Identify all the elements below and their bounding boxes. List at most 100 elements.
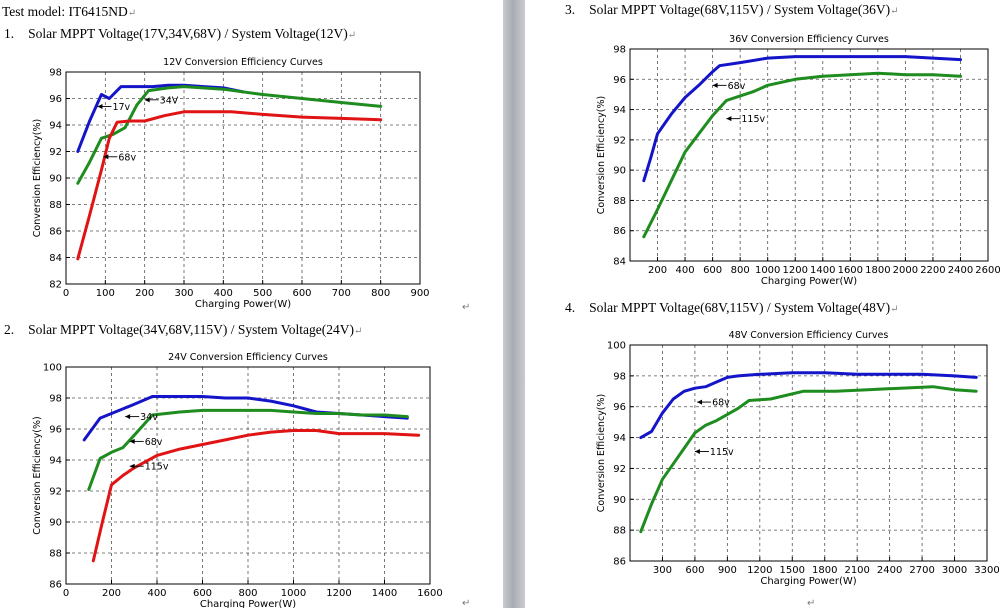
x-tick-label: 1400: [372, 588, 397, 599]
x-tick-label: 2600: [975, 265, 1000, 276]
annotation-arrowhead: [144, 97, 150, 103]
plot-frame: [629, 344, 988, 562]
section-number: 4.: [565, 300, 576, 315]
y-tick-label: 84: [613, 257, 626, 268]
x-tick-label: 2200: [920, 265, 945, 276]
section-heading-2: 2. Solar MPPT Voltage(34V,68V,115V) / Sys…: [4, 322, 362, 338]
y-tick-label: 86: [613, 226, 626, 237]
annotation: 115v: [129, 462, 169, 473]
y-axis-label: Conversion Efficiency(%): [596, 96, 607, 214]
series-line: [76, 85, 383, 185]
y-tick-label: 86: [613, 557, 626, 568]
y-tick-label: 98: [613, 45, 626, 56]
x-tick-label: 1800: [865, 265, 890, 276]
section-heading-1: 1. Solar MPPT Voltage(17V,34V,68V) / Syst…: [4, 26, 356, 42]
y-tick-label: 92: [49, 147, 62, 158]
x-tick-label: 600: [703, 265, 722, 276]
section-heading-text: Solar MPPT Voltage(17V,34V,68V) / System…: [28, 26, 348, 41]
y-tick-label: 86: [49, 227, 62, 238]
annotation: 34V: [144, 95, 179, 106]
document-page-right: 3. Solar MPPT Voltage(68V,115V) / System …: [525, 0, 1000, 608]
x-tick-label: 1000: [755, 265, 780, 276]
paragraph-mark: ↵: [127, 8, 137, 19]
y-tick-label: 90: [613, 166, 626, 177]
chart-title: 36V Conversion Efficiency Curves: [729, 34, 889, 45]
x-tick-label: 500: [253, 288, 272, 299]
x-tick-label: 3300: [974, 565, 999, 576]
x-axis-label: Charging Power(W): [760, 576, 856, 587]
x-tick-label: 200: [648, 265, 667, 276]
series-68v: [642, 55, 962, 183]
y-tick-label: 88: [613, 526, 626, 537]
y-tick-label: 84: [49, 253, 62, 264]
annotation-label: 34v: [140, 412, 158, 423]
annotation: 115v: [726, 114, 766, 125]
page-divider: [503, 0, 525, 608]
chart-12v-efficiency: 0 100 200 300 400 500 600 700 800 900 82 84 86 88 90 92…: [32, 57, 430, 310]
series-line: [639, 371, 978, 440]
x-tick-label: 1600: [417, 588, 442, 599]
document-page-left: Test model: IT6415ND↵ 1. Solar MPPT Volta…: [2, 4, 471, 608]
annotation-label: 68v: [145, 437, 163, 448]
y-tick-label: 92: [49, 487, 62, 498]
x-tick-label: 0: [63, 288, 69, 299]
x-axis-label: Charging Power(W): [200, 599, 296, 608]
x-tick-label: 800: [371, 288, 390, 299]
x-tick-label: 400: [147, 588, 166, 599]
annotation-label: 115v: [145, 462, 169, 473]
x-tick-label: 2000: [893, 265, 918, 276]
x-tick-label: 1400: [810, 265, 835, 276]
chart-24v-efficiency: 0 200 400 600 800 1000 1200 1400 1600 86 88 90 92 94 9…: [32, 352, 443, 608]
y-tick-label: 96: [49, 94, 62, 105]
x-tick-label: 1200: [783, 265, 808, 276]
y-tick-label: 86: [49, 580, 62, 591]
annotation-label: 17v: [112, 102, 130, 113]
x-tick-label: 1000: [281, 588, 306, 599]
x-tick-label: 300: [174, 288, 193, 299]
y-tick-label: 88: [613, 196, 626, 207]
section-heading-text: Solar MPPT Voltage(68V,115V) / System Vo…: [589, 2, 891, 17]
annotation-arrowhead: [125, 414, 131, 420]
y-axis-label: Conversion Efficiency(%): [32, 416, 43, 534]
x-tick-label: 800: [731, 265, 750, 276]
annotation-arrowhead: [97, 103, 103, 109]
annotation-arrowhead: [694, 448, 700, 454]
section-heading-3: 3. Solar MPPT Voltage(68V,115V) / System …: [565, 2, 899, 18]
x-tick-label: 2700: [909, 565, 934, 576]
y-axis-label: Conversion Efficiency(%): [596, 394, 607, 512]
annotation-label: 34V: [160, 95, 179, 106]
plot-area: [630, 345, 987, 561]
x-tick-label: 400: [214, 288, 233, 299]
y-tick-label: 92: [613, 135, 626, 146]
x-tick-label: 600: [292, 288, 311, 299]
y-tick-label: 98: [49, 394, 62, 405]
y-tick-label: 92: [613, 464, 626, 475]
x-tick-label: 900: [718, 565, 737, 576]
annotation: 68v: [129, 437, 163, 448]
x-tick-label: 700: [332, 288, 351, 299]
chart-title: 24V Conversion Efficiency Curves: [168, 352, 328, 363]
series-115v: [642, 71, 962, 239]
section-heading-text: Solar MPPT Voltage(34V,68V,115V) / Syste…: [28, 322, 355, 337]
paragraph-mark: ↵: [462, 302, 471, 313]
plot-area: [630, 49, 988, 261]
x-tick-label: 600: [193, 588, 212, 599]
annotation-label: 68v: [728, 81, 746, 92]
series-68v: [76, 110, 383, 261]
y-axis-label: Conversion Efficiency(%): [32, 119, 43, 237]
series-34v: [76, 85, 383, 185]
annotation-arrowhead: [129, 463, 135, 469]
chart-title: 48V Conversion Efficiency Curves: [729, 330, 889, 341]
paragraph-mark: ↵: [462, 598, 471, 608]
annotation-label: 68v: [712, 398, 730, 409]
y-tick-label: 100: [607, 341, 626, 352]
annotation-arrowhead: [697, 399, 703, 405]
annotation: 34v: [125, 412, 158, 423]
annotation-arrowhead: [726, 116, 732, 122]
annotation-arrowhead: [103, 154, 109, 160]
y-tick-label: 96: [49, 425, 62, 436]
x-tick-label: 800: [238, 588, 257, 599]
y-tick-label: 98: [49, 68, 62, 79]
series-68v: [87, 408, 409, 491]
x-tick-label: 2400: [877, 565, 902, 576]
